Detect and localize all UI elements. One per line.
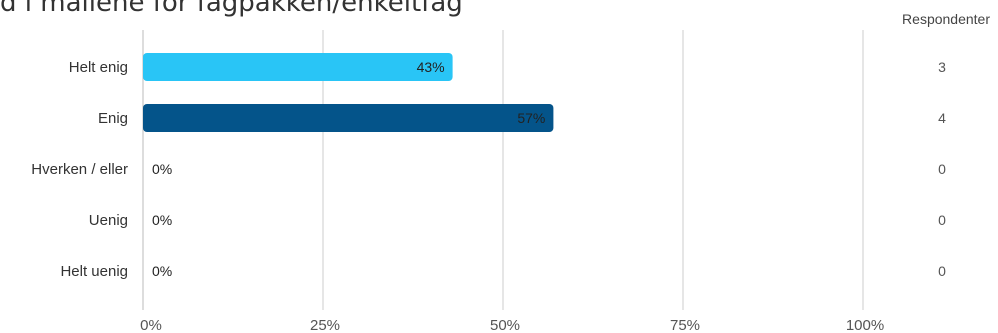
x-tick-label: 50% — [490, 317, 520, 333]
bar-value-label: 43% — [417, 59, 445, 75]
chart-title: d i mailene for fagpakken/enkeltfag — [0, 0, 463, 18]
respondent-count: 0 — [938, 212, 946, 228]
x-tick-label: 100% — [846, 317, 884, 333]
bar-value-label: 0% — [152, 212, 172, 228]
bar — [143, 104, 554, 132]
respondent-count: 0 — [938, 161, 946, 177]
respondent-count: 4 — [938, 110, 946, 126]
x-tick-label: 75% — [670, 317, 700, 333]
x-tick-label: 25% — [310, 317, 340, 333]
bar-value-label: 57% — [517, 110, 545, 126]
category-label: Enig — [98, 110, 128, 127]
respondents-header: Respondenter — [902, 11, 990, 27]
category-label: Helt uenig — [60, 263, 128, 280]
x-tick-label: 0% — [140, 317, 162, 333]
category-label: Helt enig — [69, 59, 128, 76]
respondent-count: 0 — [938, 263, 946, 279]
bar-value-label: 0% — [152, 161, 172, 177]
respondent-count: 3 — [938, 59, 946, 75]
category-label: Hverken / eller — [31, 161, 128, 178]
bar — [143, 53, 453, 81]
bar-value-label: 0% — [152, 263, 172, 279]
category-label: Uenig — [89, 212, 128, 229]
